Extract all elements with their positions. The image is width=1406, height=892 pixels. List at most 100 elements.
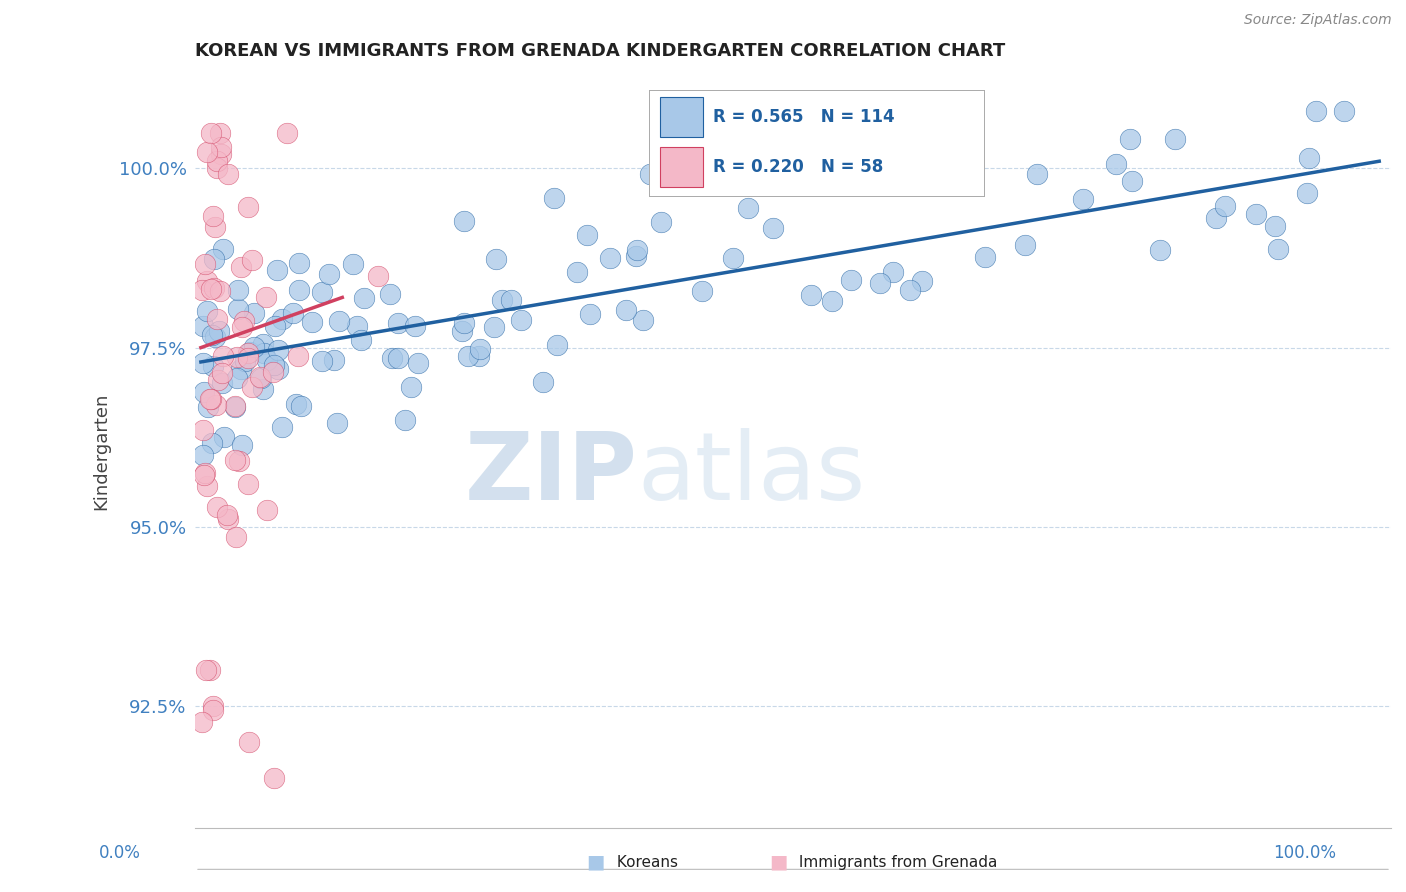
Point bbox=[224, 400, 246, 414]
Point bbox=[290, 399, 312, 413]
Point bbox=[217, 511, 239, 525]
Point bbox=[301, 315, 323, 329]
Point bbox=[238, 735, 260, 749]
Point bbox=[869, 276, 891, 290]
Point bbox=[212, 349, 235, 363]
Point bbox=[229, 362, 252, 376]
Point bbox=[1121, 174, 1143, 188]
Point bbox=[195, 274, 218, 288]
Point bbox=[236, 346, 259, 360]
Point bbox=[1305, 103, 1327, 118]
Point bbox=[211, 366, 233, 380]
Point bbox=[208, 126, 231, 140]
Text: ■: ■ bbox=[586, 852, 605, 871]
Point bbox=[224, 453, 246, 467]
Point bbox=[457, 349, 479, 363]
Point bbox=[207, 373, 229, 387]
Point bbox=[256, 353, 278, 368]
Point bbox=[198, 663, 221, 677]
Point bbox=[378, 286, 401, 301]
Point bbox=[263, 358, 285, 372]
Point bbox=[1333, 103, 1355, 118]
Point bbox=[367, 269, 389, 284]
Point bbox=[381, 351, 404, 365]
Point bbox=[191, 283, 214, 297]
Point bbox=[226, 371, 249, 385]
Point bbox=[271, 419, 294, 434]
Point bbox=[231, 319, 253, 334]
Point bbox=[232, 314, 254, 328]
Point bbox=[318, 267, 340, 281]
Point bbox=[200, 126, 222, 140]
Point bbox=[311, 285, 333, 299]
Point bbox=[578, 307, 600, 321]
Point bbox=[631, 312, 654, 326]
Text: ■: ■ bbox=[769, 852, 787, 871]
Point bbox=[226, 283, 249, 297]
Point bbox=[287, 349, 309, 363]
Point bbox=[404, 319, 426, 334]
Point bbox=[201, 435, 224, 450]
Point bbox=[193, 384, 215, 399]
Text: Source: ZipAtlas.com: Source: ZipAtlas.com bbox=[1244, 13, 1392, 28]
Point bbox=[287, 283, 309, 297]
Point bbox=[217, 168, 239, 182]
Point bbox=[252, 336, 274, 351]
Point bbox=[250, 371, 273, 385]
Point bbox=[231, 260, 253, 274]
Point bbox=[284, 397, 307, 411]
Point bbox=[692, 284, 714, 298]
Point bbox=[226, 301, 249, 316]
Point bbox=[209, 140, 232, 154]
Point bbox=[195, 145, 218, 159]
Point bbox=[1246, 207, 1268, 221]
Point bbox=[263, 771, 285, 785]
Point bbox=[762, 221, 785, 235]
Point bbox=[262, 365, 284, 379]
Point bbox=[204, 329, 226, 343]
Point bbox=[202, 252, 225, 266]
Y-axis label: Kindergarten: Kindergarten bbox=[93, 392, 110, 510]
Point bbox=[650, 215, 672, 229]
Point bbox=[1104, 157, 1126, 171]
Point bbox=[911, 274, 934, 288]
Point bbox=[531, 375, 554, 389]
Point bbox=[239, 345, 262, 359]
Point bbox=[276, 126, 298, 140]
Point bbox=[614, 303, 637, 318]
Point bbox=[1298, 151, 1320, 165]
Point bbox=[224, 401, 246, 415]
Point bbox=[1296, 186, 1319, 201]
Point bbox=[800, 288, 823, 302]
Point bbox=[191, 423, 214, 437]
Point bbox=[236, 477, 259, 491]
Point bbox=[195, 304, 218, 318]
Point bbox=[200, 392, 222, 407]
Point bbox=[233, 354, 256, 368]
Point bbox=[485, 252, 508, 267]
Text: KOREAN VS IMMIGRANTS FROM GRENADA KINDERGARTEN CORRELATION CHART: KOREAN VS IMMIGRANTS FROM GRENADA KINDER… bbox=[195, 42, 1005, 60]
Point bbox=[546, 338, 568, 352]
Point bbox=[243, 306, 266, 320]
Text: 0.0%: 0.0% bbox=[98, 844, 141, 862]
Point bbox=[575, 227, 598, 242]
Point bbox=[1073, 192, 1095, 206]
Point bbox=[821, 293, 844, 308]
Point bbox=[1014, 238, 1036, 252]
Point bbox=[1119, 131, 1142, 145]
Point bbox=[242, 380, 264, 394]
Point bbox=[228, 454, 250, 468]
Point bbox=[204, 220, 226, 235]
Point bbox=[453, 213, 475, 227]
Point bbox=[225, 530, 247, 544]
Point bbox=[202, 281, 225, 295]
Point bbox=[201, 328, 224, 343]
Point bbox=[267, 362, 290, 376]
Point bbox=[501, 293, 523, 307]
Point bbox=[205, 161, 228, 176]
Point bbox=[215, 508, 238, 522]
Point bbox=[387, 316, 409, 330]
Point bbox=[205, 500, 228, 515]
Point bbox=[195, 478, 218, 492]
Point bbox=[253, 346, 276, 360]
